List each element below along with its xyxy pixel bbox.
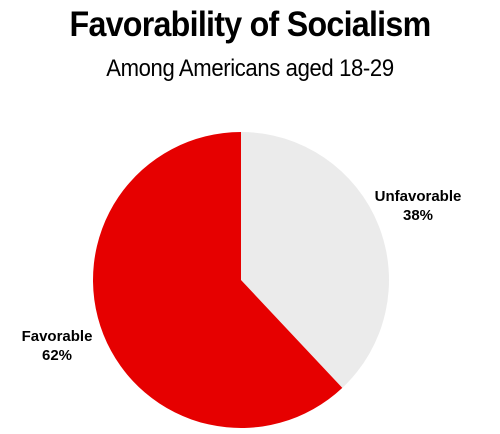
favorable-percent: 62% bbox=[41, 347, 73, 364]
chart-title: Favorability of Socialism bbox=[69, 5, 432, 44]
pie-slice-unfavorable bbox=[241, 132, 389, 388]
chart-subtitle: Among Americans aged 18-29 bbox=[106, 55, 394, 82]
favorable-name: Favorable bbox=[21, 328, 93, 345]
unfavorable-name: Unfavorable bbox=[374, 188, 462, 205]
favorable-label: Favorable 62% bbox=[12, 327, 102, 365]
pie-slice-favorable bbox=[92, 132, 343, 429]
unfavorable-percent: 38% bbox=[402, 207, 434, 224]
unfavorable-label: Unfavorable 38% bbox=[368, 187, 468, 225]
